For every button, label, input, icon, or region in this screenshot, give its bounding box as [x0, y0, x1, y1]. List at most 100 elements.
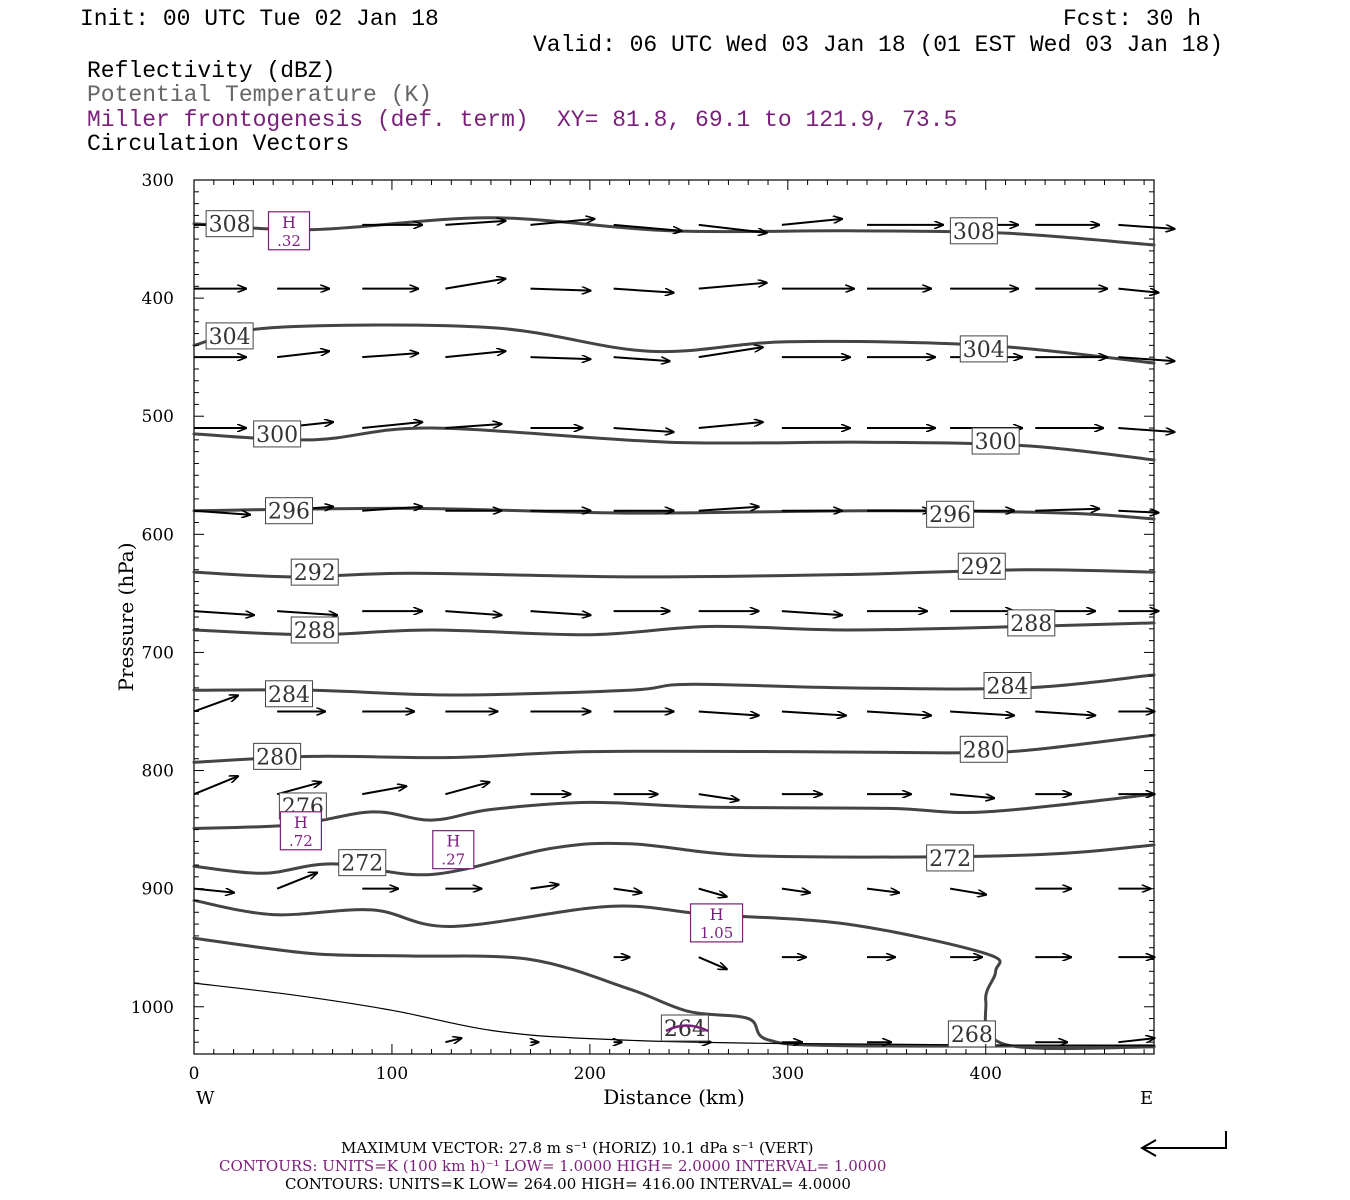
x-tick-label: 0: [189, 1064, 200, 1084]
circulation-vector: [445, 610, 501, 615]
contour-label-308: 308: [209, 213, 251, 238]
contour-label-300: 300: [975, 430, 1017, 455]
contour-label-box: [1007, 609, 1056, 637]
contour-label-box: [971, 427, 1020, 455]
contour-label-292: 292: [294, 561, 336, 586]
contour-labels: 308 308 304 304 300 300 296 296 292 292 288 288 284 2…: [205, 210, 1056, 1048]
init-time: Init: 00 UTC Tue 02 Jan 18: [80, 6, 439, 32]
frontogenesis-max-box: [267, 211, 311, 251]
y-tick-label: 700: [142, 643, 174, 663]
contour-label-284: 284: [268, 683, 310, 708]
frontogenesis-max-box: [279, 811, 322, 851]
circulation-vector: [698, 283, 767, 290]
contour-label-box: [265, 497, 314, 525]
circulation-vector: [530, 219, 594, 226]
contour-label-304: 304: [963, 338, 1005, 363]
circulation-vector: [445, 424, 501, 430]
y-tick-label: 300: [142, 171, 174, 191]
circulation-vector: [698, 422, 763, 430]
frontogenesis-max-box: [689, 903, 744, 943]
circulation-vector: [193, 509, 250, 515]
y-tick-label: 600: [142, 525, 174, 545]
contour-label-292: 292: [961, 555, 1003, 580]
circulation-vector: [362, 353, 418, 359]
legend-frontogenesis: Miller frontogenesis (def. term): [87, 107, 529, 133]
contour-label-box: [926, 500, 975, 528]
contour-label-box: [290, 616, 339, 644]
circulation-vector: [530, 610, 590, 615]
circulation-vector: [613, 223, 682, 231]
y-tick-label: 400: [142, 289, 174, 309]
frontogenesis-max-value: .72: [289, 832, 313, 850]
legend-reflectivity: Reflectivity (dBZ): [87, 58, 335, 84]
legend-circulation-vectors: Circulation Vectors: [87, 131, 349, 157]
circulation-vector: [949, 887, 986, 895]
forecast-hour: Fcst: 30 h: [1063, 6, 1201, 32]
contour-label-box: [290, 558, 339, 586]
theta-contour-308: [192, 216, 1156, 247]
frontogenesis-contour: [665, 1024, 709, 1033]
circulation-vector: [781, 710, 846, 715]
circulation-vector: [445, 279, 505, 290]
contour-label-box: [253, 742, 302, 770]
frontogenesis-max-box: [432, 830, 475, 870]
contour-label-280: 280: [963, 738, 1005, 763]
circulation-vector: [193, 610, 254, 615]
contour-label-box: [947, 1020, 996, 1048]
y-tick-label: 800: [142, 762, 174, 782]
circulation-vector: [277, 351, 329, 359]
contour-label-box: [265, 680, 314, 708]
theta-contour-276: [192, 792, 1156, 830]
theta-contour-280: [192, 733, 1156, 764]
reference-vector-icon: [1139, 1131, 1227, 1157]
x-axis-west-label: W: [196, 1088, 215, 1109]
contour-label-box: [338, 849, 387, 877]
frontogenesis-max-label: H: [282, 213, 296, 232]
circulation-vector: [866, 710, 931, 715]
frontogenesis-contour-note: CONTOURS: UNITS=K (100 km h)⁻¹ LOW= 1.00…: [219, 1157, 886, 1175]
frontogenesis-max-value: .27: [441, 851, 465, 869]
circulation-vector: [698, 347, 763, 359]
circulation-vector: [277, 610, 337, 615]
circulation-vector: [1035, 509, 1099, 511]
contour-label-288: 288: [1010, 612, 1052, 637]
contour-label-272: 272: [929, 847, 971, 872]
frontogenesis-max-label: H: [294, 813, 308, 832]
x-tick-label: 400: [970, 1064, 1002, 1084]
contour-label-308: 308: [953, 220, 995, 245]
theta-contour-264: [192, 936, 1156, 1048]
valid-time: Valid: 06 UTC Wed 03 Jan 18 (01 EST Wed …: [533, 32, 1223, 58]
frontogenesis-max-value: .32: [277, 232, 301, 250]
y-tick-label: 900: [142, 880, 174, 900]
circulation-vector: [530, 885, 558, 889]
circulation-vector: [362, 507, 422, 512]
frontogenesis-max-value: 1.05: [700, 924, 733, 942]
frontogenesis-max-label: H: [446, 832, 460, 851]
circulation-vector: [193, 695, 238, 713]
y-tick-label: 1000: [131, 998, 174, 1018]
contour-label-box: [926, 844, 975, 872]
circulation-vector: [613, 287, 674, 293]
circulation-vector: [698, 793, 739, 800]
contour-label-box: [959, 335, 1008, 363]
circulation-vector: [1118, 223, 1174, 229]
axis-ticks: 300 400 500 600 700 800 900 1000 0 100 200 300 400: [131, 171, 1154, 1084]
circulation-vector: [362, 422, 422, 430]
contour-label-box: [253, 420, 302, 448]
x-axis-east-label: E: [1140, 1088, 1153, 1109]
contour-label-box: [959, 735, 1008, 763]
legend-potential-temperature: Potential Temperature (K): [87, 82, 432, 108]
x-axis-title: Distance (km): [603, 1085, 745, 1109]
x-tick-label: 100: [376, 1064, 408, 1084]
circulation-vector: [613, 427, 674, 432]
x-tick-label: 200: [574, 1064, 606, 1084]
circulation-vector: [1118, 287, 1158, 293]
circulation-vector: [445, 351, 505, 359]
circulation-vector: [781, 889, 810, 893]
circulation-vector: [781, 219, 842, 226]
circulation-vector: [276, 873, 317, 890]
circulation-vector: [1118, 356, 1174, 361]
contour-label-box: [205, 210, 254, 238]
circulation-vector: [445, 1038, 461, 1042]
